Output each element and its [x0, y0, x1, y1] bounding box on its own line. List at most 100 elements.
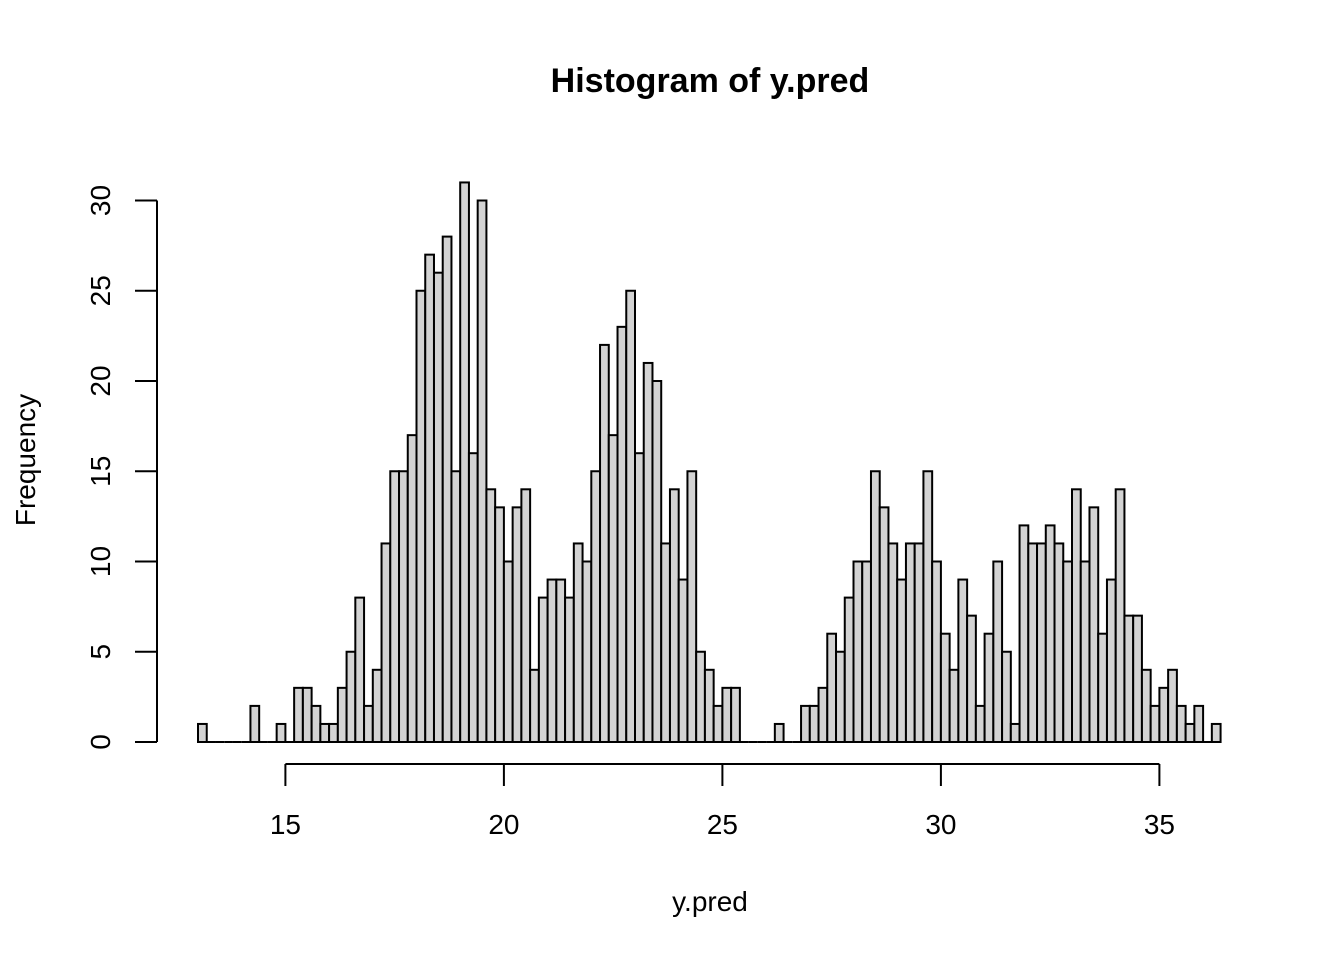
- histogram-bar: [197, 722, 208, 744]
- histogram-bar: [1097, 632, 1108, 744]
- histogram-bar: [800, 704, 811, 744]
- histogram-bar: [572, 542, 584, 744]
- x-tick-label: 20: [488, 809, 519, 840]
- histogram-bar: [336, 686, 348, 743]
- histogram-bar: [1027, 542, 1039, 744]
- histogram-bar: [660, 542, 671, 744]
- histogram-bar: [546, 578, 558, 743]
- histogram-bar: [328, 722, 339, 744]
- histogram-bar: [1001, 650, 1012, 743]
- histogram-bar: [450, 470, 462, 743]
- histogram-bar: [651, 380, 663, 743]
- histogram-bar: [843, 596, 855, 743]
- x-tick-label: 35: [1144, 809, 1175, 840]
- histogram-bar: [974, 704, 986, 744]
- histogram-bar: [476, 199, 488, 743]
- histogram-bar: [625, 289, 637, 743]
- histogram-bar: [249, 704, 261, 744]
- histogram-bar: [887, 542, 899, 744]
- histogram-bar: [511, 506, 523, 743]
- histogram-bar: [1167, 668, 1178, 743]
- histogram-bar: [1009, 722, 1021, 744]
- histogram-bar: [1018, 524, 1030, 744]
- histogram-bar: [904, 542, 916, 744]
- y-tick-label: 10: [85, 546, 116, 577]
- histogram-bar: [695, 650, 706, 743]
- x-axis: 15 20 25 30 35: [270, 763, 1175, 840]
- histogram-bar: [948, 668, 960, 743]
- histogram-bar: [1044, 524, 1056, 744]
- y-axis: 0 5 10 15 20 25 30: [85, 185, 158, 750]
- x-tick-label: 15: [270, 809, 301, 840]
- histogram-bar: [590, 470, 602, 743]
- x-tick-label: 25: [707, 809, 738, 840]
- histogram-bar: [1105, 578, 1117, 743]
- histogram-bar: [931, 560, 942, 743]
- histogram-bar: [817, 686, 829, 743]
- y-tick-label: 0: [85, 734, 116, 750]
- histogram-bar: [581, 560, 593, 743]
- histogram-bar: [1140, 668, 1152, 743]
- histogram-bar: [380, 542, 392, 744]
- histogram-bar: [529, 668, 540, 743]
- histogram-bar: [686, 470, 698, 743]
- histogram-bar: [826, 632, 838, 744]
- histogram-bar: [319, 722, 331, 744]
- histogram-bar: [878, 506, 890, 743]
- histogram-bar: [869, 470, 881, 743]
- histogram-bar: [835, 650, 846, 743]
- histogram-bar: [852, 560, 864, 743]
- histogram-bar: [502, 560, 514, 743]
- histogram-bar: [599, 343, 610, 743]
- y-tick-label: 5: [85, 644, 116, 660]
- histogram-bar: [1158, 686, 1170, 743]
- histogram-bar: [721, 686, 733, 743]
- histogram-bar: [1062, 560, 1074, 743]
- histogram-bar: [363, 704, 374, 744]
- histogram-bar: [677, 578, 689, 743]
- histogram-bar: [398, 470, 409, 743]
- histogram-bar: [406, 434, 418, 743]
- histogram-bar: [957, 578, 969, 743]
- histogram-bar: [703, 668, 715, 743]
- y-tick-label: 20: [85, 365, 116, 396]
- histogram-bar: [861, 560, 872, 743]
- histogram-bar: [939, 632, 951, 744]
- histogram-bar: [345, 650, 357, 743]
- histogram-bar: [371, 668, 383, 743]
- chart-title: Histogram of y.pred: [551, 62, 870, 100]
- histogram-bar: [520, 488, 532, 743]
- histogram-bar: [1210, 722, 1222, 744]
- histogram-bar: [1132, 614, 1143, 744]
- histogram-bar: [1193, 704, 1205, 744]
- histogram-bar: [808, 704, 820, 744]
- histogram-bar: [354, 596, 366, 743]
- histogram-bar: [564, 596, 575, 743]
- histogram-bar: [1088, 506, 1100, 743]
- y-tick-label: 15: [85, 456, 116, 487]
- histogram-bar: [1184, 722, 1196, 744]
- histogram-bar: [467, 452, 479, 743]
- y-tick-label: 30: [85, 185, 116, 216]
- histogram-bar: [668, 488, 680, 743]
- histogram-bar: [485, 488, 497, 743]
- histogram-bar: [275, 722, 287, 744]
- histogram-bar: [310, 704, 322, 744]
- histogram-bar: [730, 686, 741, 743]
- histogram-bar: [441, 235, 453, 743]
- histogram-bar: [616, 325, 628, 743]
- histogram-bar: [301, 686, 313, 743]
- histogram-bar: [712, 704, 724, 744]
- histogram-bar: [389, 470, 401, 743]
- y-axis-label: Frequency: [10, 394, 41, 526]
- histogram-bar: [1053, 542, 1065, 744]
- histogram-bar: [1036, 542, 1047, 744]
- x-tick-label: 30: [925, 809, 956, 840]
- histogram-bar: [494, 506, 505, 743]
- histogram-bar: [642, 361, 654, 743]
- histogram-bar: [1114, 488, 1126, 743]
- histogram-bar: [983, 632, 995, 744]
- histogram-bar: [293, 686, 304, 743]
- histogram-bar: [415, 289, 427, 743]
